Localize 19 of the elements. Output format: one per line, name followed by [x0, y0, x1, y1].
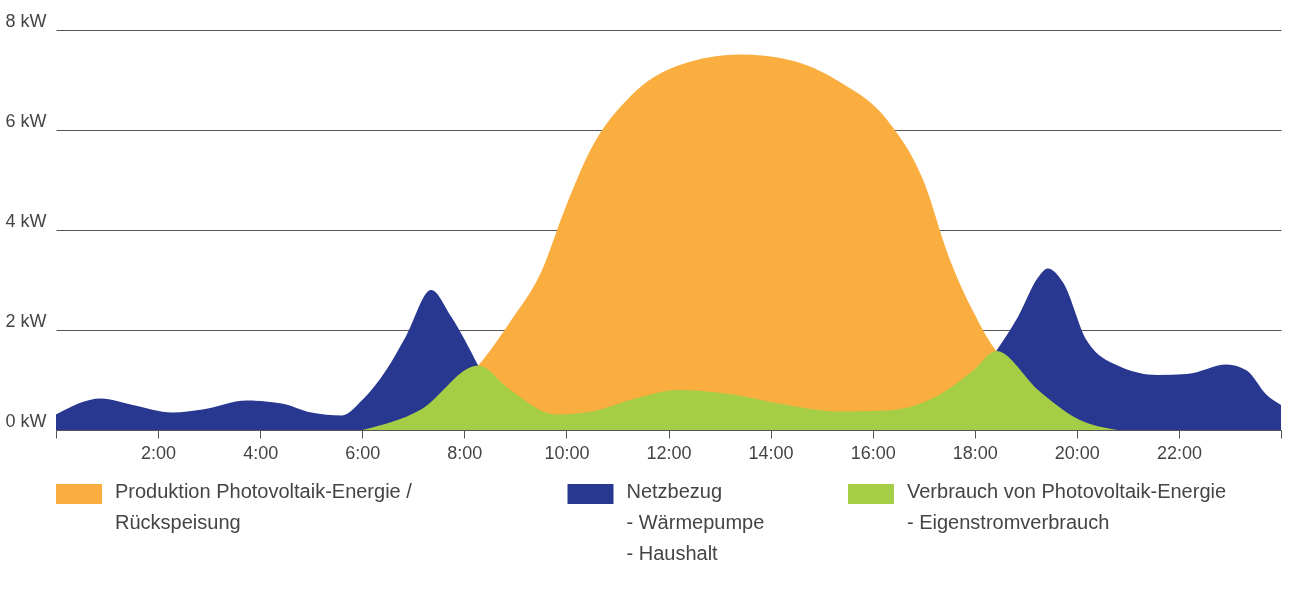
y-tick-label: 2 kW: [5, 310, 47, 331]
x-tick-label: 14:00: [748, 442, 794, 463]
y-tick-label: 0 kW: [5, 410, 47, 431]
y-tick-label: 8 kW: [5, 10, 47, 31]
y-tick-label: 4 kW: [5, 210, 47, 231]
legend-label: Verbrauch von Photovoltaik-Energie - Eigenstromverbrauch: [907, 480, 1227, 533]
legend-label: Netzbezug - Wärmepumpe - Haushalt: [626, 480, 765, 564]
x-tick-label: 18:00: [952, 442, 998, 463]
x-tick-label: 20:00: [1054, 442, 1100, 463]
x-tick-label: 10:00: [544, 442, 590, 463]
y-tick-label: 6 kW: [5, 110, 47, 131]
x-tick-label: 16:00: [850, 442, 896, 463]
x-tick-label: 12:00: [646, 442, 692, 463]
x-tick-label: 22:00: [1156, 442, 1202, 463]
x-tick-label: 8:00: [447, 442, 483, 463]
x-tick-label: 2:00: [141, 442, 177, 463]
x-tick-label: 6:00: [345, 442, 381, 463]
x-tick-label: 4:00: [243, 442, 279, 463]
legend-label: Produktion Photovoltaik-Energie / Rückspeisung: [115, 480, 413, 533]
